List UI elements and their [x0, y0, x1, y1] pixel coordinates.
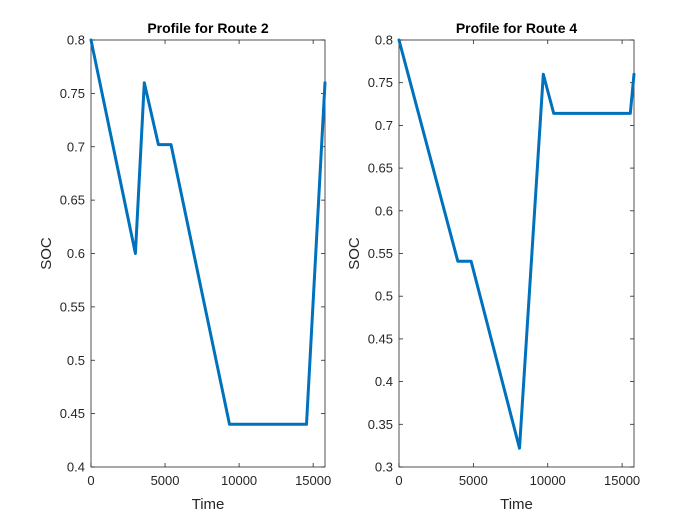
x-tick-label: 15000: [604, 473, 640, 488]
series-line-1: [89, 38, 327, 426]
x-tick-label: 15000: [295, 473, 331, 488]
subplot-1: 0 5000 10000 15000 0.4 0.45 0.5 0.55 0.6 0.65 0.7 0…: [38, 20, 331, 513]
y-tick-label: 0.6: [375, 203, 393, 218]
y-tick-label: 0.45: [60, 406, 85, 421]
y-tick-label: 0.75: [368, 75, 393, 90]
y-tick-label: 0.5: [375, 289, 393, 304]
y-axis-label: SOC: [38, 237, 55, 270]
y-tick-label: 0.8: [375, 33, 393, 48]
x-axis-label: Time: [192, 496, 225, 513]
x-tick-label: 10000: [221, 473, 257, 488]
y-tick-label: 0.35: [368, 417, 393, 432]
x-tick-label: 10000: [530, 473, 566, 488]
y-tick-label: 0.45: [368, 331, 393, 346]
x-tick-label: 0: [87, 473, 94, 488]
subplot-2: 0 5000 10000 15000 0.3 0.35 0.4 0.45 0.5 0.55 0.6 0…: [346, 20, 640, 513]
y-tick-label: 0.7: [375, 118, 393, 133]
y-tick-label: 0.8: [67, 33, 85, 48]
y-tick-label: 0.65: [60, 193, 85, 208]
x-tick-label: 5000: [151, 473, 180, 488]
y-tick-label: 0.3: [375, 460, 393, 475]
y-tick-label: 0.75: [60, 86, 85, 101]
y-axis-label: SOC: [346, 237, 363, 270]
x-tick-label: 0: [395, 473, 402, 488]
y-tick-label: 0.55: [60, 299, 85, 314]
chart-title: Profile for Route 4: [456, 20, 578, 36]
series-line-1: [397, 38, 636, 450]
y-tick-label: 0.65: [368, 161, 393, 176]
y-tick-label: 0.6: [67, 246, 85, 261]
y-tick-label: 0.7: [67, 139, 85, 154]
y-tick-label: 0.55: [368, 246, 393, 261]
y-tick-label: 0.5: [67, 353, 85, 368]
chart-title: Profile for Route 2: [147, 20, 269, 36]
y-tick-label: 0.4: [67, 460, 85, 475]
x-axis-label: Time: [500, 496, 533, 513]
x-tick-label: 5000: [459, 473, 488, 488]
y-tick-label: 0.4: [375, 374, 393, 389]
